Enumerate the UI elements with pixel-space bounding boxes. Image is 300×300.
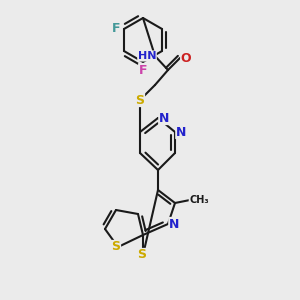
Text: F: F: [139, 64, 147, 76]
Text: O: O: [181, 52, 191, 64]
Text: CH₃: CH₃: [189, 195, 209, 205]
Text: S: S: [136, 94, 145, 106]
Text: F: F: [112, 22, 120, 35]
Text: N: N: [176, 125, 186, 139]
Text: HN: HN: [138, 51, 156, 61]
Text: S: S: [137, 248, 146, 262]
Text: S: S: [112, 241, 121, 254]
Text: N: N: [159, 112, 169, 124]
Text: N: N: [169, 218, 179, 230]
